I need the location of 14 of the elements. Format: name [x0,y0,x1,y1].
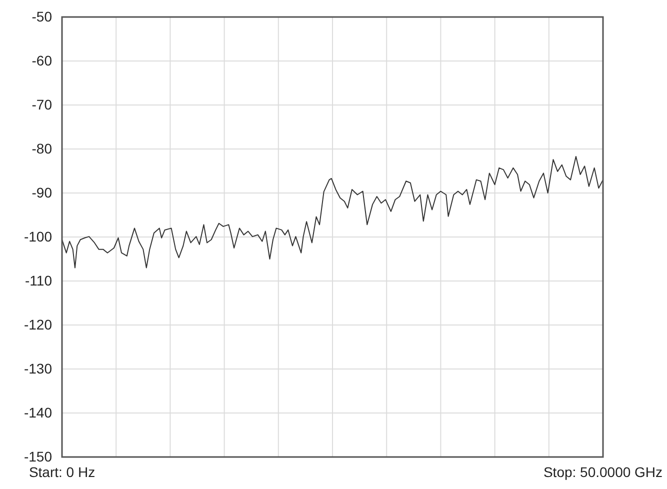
y-tick-label: -90 [32,184,52,200]
y-tick-label: -60 [32,52,52,68]
y-tick-label: -110 [25,272,52,288]
y-tick-label: -150 [24,448,52,464]
y-tick-label: -80 [32,140,52,156]
x-tick-label: Start: 0 Hz [28,464,96,480]
y-tick-label: -100 [24,228,52,244]
y-tick-label: -140 [24,404,52,420]
line-series [62,156,604,268]
y-tick-label: -70 [32,96,52,112]
y-tick-label: -130 [24,360,52,376]
y-tick-label: -120 [24,316,52,332]
y-tick-label: -50 [32,8,52,24]
x-tick-label: Stop: 50.0000 GHz [543,464,663,480]
